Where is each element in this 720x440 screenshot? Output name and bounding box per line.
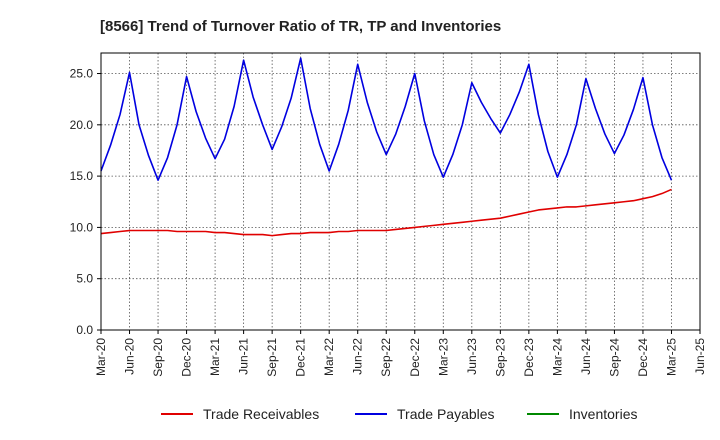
x-tick-label: Mar-21 <box>208 338 222 376</box>
x-tick-label: Dec-23 <box>522 338 536 377</box>
legend-label: Trade Payables <box>397 406 495 422</box>
legend: Trade Receivables Trade Payables Inventori… <box>161 406 637 422</box>
x-tick-label: Mar-24 <box>550 338 564 376</box>
x-tick-label: Jun-21 <box>237 338 251 375</box>
x-tick-label: Sep-22 <box>379 338 393 377</box>
y-tick-label: 15.0 <box>70 169 94 183</box>
y-tick-label: 0.0 <box>76 323 93 337</box>
x-tick-label: Sep-24 <box>607 338 621 377</box>
x-tick-label: Sep-20 <box>151 338 165 377</box>
x-tick-label: Mar-22 <box>322 338 336 376</box>
x-tick-label: Jun-25 <box>693 338 707 375</box>
series-line-trade-receivables <box>100 188 672 237</box>
x-tick-label: Dec-20 <box>180 338 194 377</box>
y-axis-ticks: 0.0 5.0 10.0 15.0 20.0 25.0 <box>70 67 101 337</box>
x-tick-label: Mar-20 <box>94 338 108 376</box>
x-tick-label: Sep-21 <box>265 338 279 377</box>
y-tick-label: 20.0 <box>70 118 94 132</box>
y-tick-label: 10.0 <box>70 220 94 234</box>
x-tick-label: Sep-23 <box>493 338 507 377</box>
x-tick-label: Dec-24 <box>636 338 650 377</box>
x-tick-label: Jun-23 <box>465 338 479 375</box>
legend-label: Trade Receivables <box>203 406 319 422</box>
y-tick-label: 5.0 <box>76 272 93 286</box>
x-tick-label: Jun-20 <box>123 338 137 375</box>
x-tick-label: Mar-23 <box>436 338 450 376</box>
plot-area <box>101 53 700 330</box>
y-tick-label: 25.0 <box>70 67 94 81</box>
chart-title: [8566] Trend of Turnover Ratio of TR, TP… <box>100 18 501 35</box>
x-tick-label: Jun-22 <box>351 338 365 375</box>
legend-label: Inventories <box>569 406 637 422</box>
x-axis-ticks: Mar-20 Jun-20 Sep-20 Dec-20 Mar-21 Jun-21 Sep-… <box>94 330 707 377</box>
x-tick-label: Dec-22 <box>408 338 422 377</box>
series-line-trade-payables <box>100 57 673 182</box>
x-tick-label: Mar-25 <box>664 338 678 376</box>
series-layer <box>100 57 673 237</box>
x-tick-label: Jun-24 <box>579 338 593 375</box>
plot-frame <box>100 52 701 331</box>
x-tick-label: Dec-21 <box>294 338 308 377</box>
